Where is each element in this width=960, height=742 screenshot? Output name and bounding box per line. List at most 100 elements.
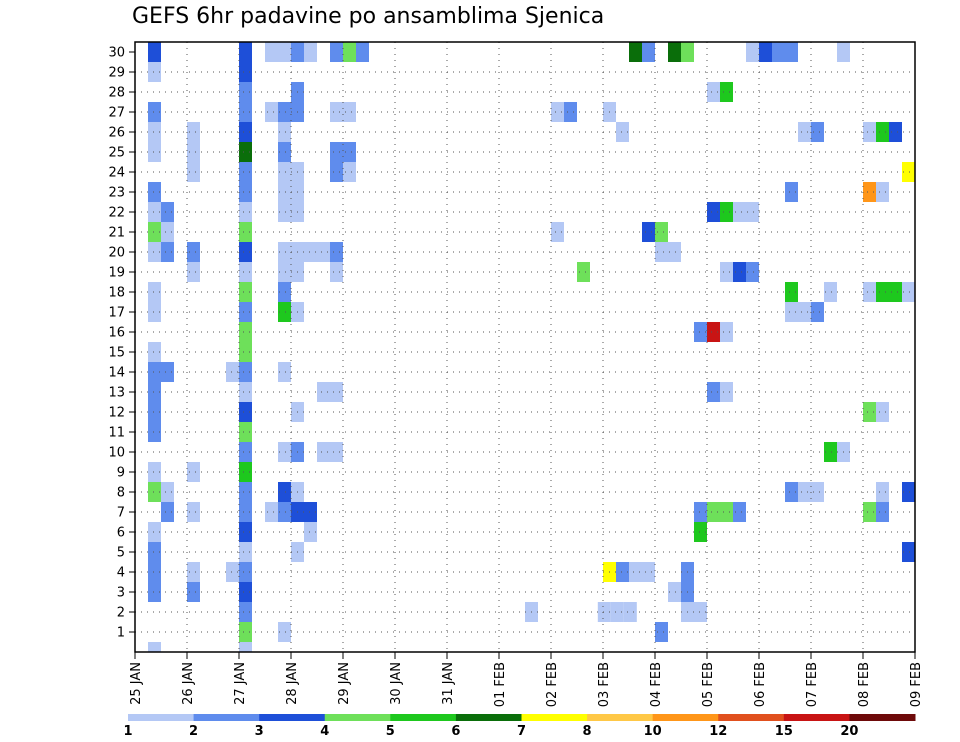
y-tick-label: 11	[108, 426, 125, 441]
y-tick-label: 28	[108, 86, 125, 101]
heatmap-cell	[863, 282, 876, 302]
heatmap-cell	[187, 262, 200, 282]
heatmap-cell	[304, 242, 317, 262]
heatmap-cell	[720, 322, 733, 342]
heatmap-cell	[343, 42, 356, 62]
y-tick-label: 8	[117, 486, 125, 501]
heatmap-cell	[317, 442, 330, 462]
chart-title: GEFS 6hr padavine po ansamblima Sjenica	[132, 4, 605, 29]
heatmap-cell	[876, 122, 889, 142]
heatmap-cell	[148, 522, 161, 542]
heatmap-cell	[278, 202, 291, 222]
heatmap-cell	[148, 402, 161, 422]
heatmap-cell	[278, 442, 291, 462]
heatmap-cell	[187, 462, 200, 482]
heatmap-cell	[187, 142, 200, 162]
colorbar-segment	[259, 714, 326, 721]
heatmap-cell	[239, 602, 252, 622]
heatmap-cell	[798, 482, 811, 502]
y-tick-label: 4	[117, 566, 125, 581]
x-tick-label: 02 FEB	[545, 662, 560, 707]
colorbar-label: 2	[189, 724, 198, 739]
heatmap-cell	[330, 162, 343, 182]
heatmap-cell	[239, 122, 252, 142]
heatmap-cell	[902, 162, 915, 182]
heatmap-cell	[811, 122, 824, 142]
colorbar-segment	[587, 714, 654, 721]
heatmap-cell	[681, 42, 694, 62]
heatmap-cell	[148, 562, 161, 582]
colorbar-label: 12	[709, 724, 727, 739]
heatmap-cell	[798, 122, 811, 142]
colorbar-segment	[193, 714, 260, 721]
heatmap-cell	[772, 42, 785, 62]
heatmap-cell	[876, 502, 889, 522]
heatmap-cell	[642, 42, 655, 62]
heatmap-cell	[902, 482, 915, 502]
heatmap-cell	[148, 182, 161, 202]
heatmap-cell	[707, 382, 720, 402]
x-tick-label: 04 FEB	[649, 662, 664, 707]
heatmap-cell	[187, 582, 200, 602]
heatmap-cell	[824, 282, 837, 302]
heatmap-cell	[746, 262, 759, 282]
heatmap-cell	[278, 482, 291, 502]
heatmap-cell	[239, 82, 252, 102]
heatmap-cell	[330, 242, 343, 262]
y-tick-label: 23	[108, 186, 125, 201]
heatmap-cell	[746, 42, 759, 62]
heatmap-cell	[148, 122, 161, 142]
heatmap-cell	[278, 302, 291, 322]
heatmap-cell	[330, 102, 343, 122]
heatmap-cell	[707, 502, 720, 522]
heatmap-cell	[551, 222, 564, 242]
heatmap-cell	[148, 202, 161, 222]
heatmap-cell	[759, 42, 772, 62]
colorbar-label: 1	[123, 724, 132, 739]
heatmap-cell	[785, 182, 798, 202]
x-tick-label: 26 JAN	[181, 662, 196, 705]
y-tick-label: 24	[108, 166, 125, 181]
heatmap-cell	[148, 102, 161, 122]
heatmap-cell	[330, 42, 343, 62]
colorbar-label: 5	[386, 724, 395, 739]
cells-layer	[148, 42, 915, 652]
heatmap-cell	[161, 242, 174, 262]
y-tick-label: 9	[117, 466, 125, 481]
heatmap-cell	[265, 102, 278, 122]
colorbar-segment	[521, 714, 588, 721]
heatmap-cell	[148, 462, 161, 482]
heatmap-cell	[668, 42, 681, 62]
colorbar-label: 3	[255, 724, 264, 739]
colorbar-segment	[324, 714, 391, 721]
heatmap-cell	[187, 162, 200, 182]
heatmap-cell	[148, 42, 161, 62]
heatmap-cell	[642, 222, 655, 242]
heatmap-cell	[616, 122, 629, 142]
y-tick-label: 3	[117, 586, 125, 601]
colorbar-segment	[652, 714, 719, 721]
heatmap-cell	[785, 42, 798, 62]
y-tick-label: 12	[108, 406, 125, 421]
colorbar-segment	[390, 714, 457, 721]
heatmap-cell	[239, 562, 252, 582]
x-tick-label: 03 FEB	[597, 662, 612, 707]
x-axis: 25 JAN 26 JAN 27 JAN 28 JAN 29 JAN 30 JAN 31 J…	[129, 652, 924, 707]
x-tick-label: 31 JAN	[441, 662, 456, 705]
heatmap-cell	[239, 382, 252, 402]
x-tick-label: 08 FEB	[857, 662, 872, 707]
x-tick-label: 30 JAN	[389, 662, 404, 705]
heatmap-cell	[694, 522, 707, 542]
heatmap-cell	[148, 302, 161, 322]
heatmap-cell	[291, 42, 304, 62]
heatmap-cell	[239, 302, 252, 322]
heatmap-cell	[187, 562, 200, 582]
heatmap-cell	[733, 202, 746, 222]
heatmap-cell	[733, 502, 746, 522]
heatmap-cell	[798, 302, 811, 322]
x-tick-label: 05 FEB	[701, 662, 716, 707]
heatmap-cell	[610, 602, 624, 622]
heatmap-cell	[876, 482, 889, 502]
heatmap-cell	[577, 262, 590, 282]
heatmap-cell	[564, 102, 577, 122]
